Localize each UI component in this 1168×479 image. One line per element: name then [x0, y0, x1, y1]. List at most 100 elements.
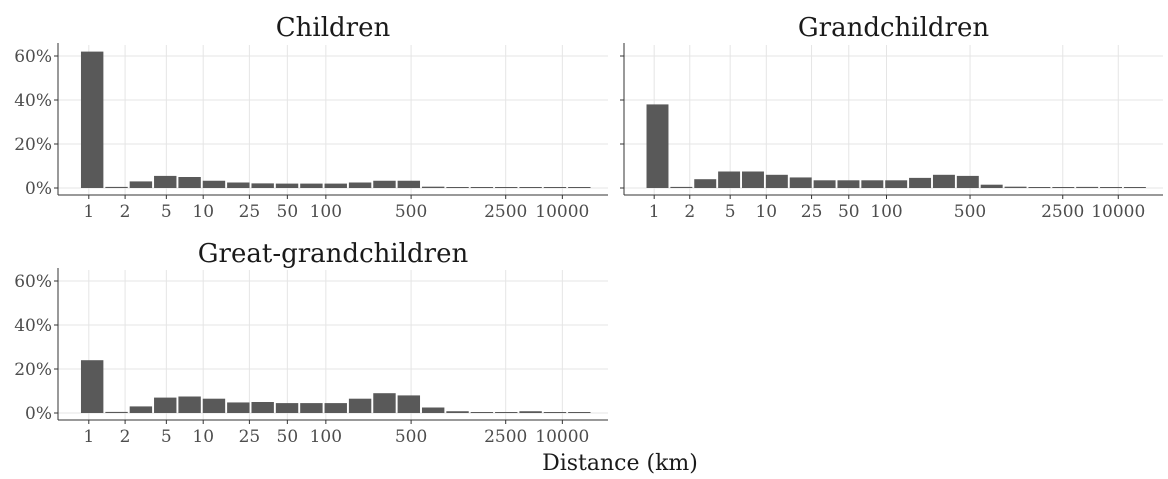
- x-tick-label: 2: [120, 202, 131, 222]
- histogram-bar: [421, 186, 445, 188]
- histogram-bar: [1123, 187, 1146, 188]
- histogram-bar: [519, 411, 542, 413]
- histogram-bar: [80, 360, 104, 413]
- histogram-bar: [105, 186, 128, 188]
- histogram-bar: [956, 175, 979, 188]
- histogram-bar: [178, 396, 201, 413]
- histogram-bar: [932, 174, 955, 188]
- histogram-bar: [568, 187, 591, 188]
- histogram-bar: [446, 187, 469, 188]
- x-tick-label: 2: [684, 202, 695, 222]
- x-tick-label: 50: [838, 202, 860, 222]
- histogram-bar: [251, 402, 274, 413]
- x-tick-label: 5: [161, 202, 172, 222]
- histogram-bar: [765, 174, 788, 188]
- histogram-bar: [813, 180, 836, 188]
- histogram-bar: [495, 187, 518, 188]
- x-tick-label: 10000: [1091, 202, 1145, 222]
- x-tick-label: 25: [239, 427, 261, 447]
- histogram-bar: [470, 412, 494, 413]
- histogram-bar: [129, 181, 153, 188]
- x-tick-label: 50: [277, 202, 299, 222]
- histogram-bar: [324, 403, 347, 413]
- y-tick-label: 60%: [14, 272, 52, 292]
- histogram-bar: [275, 403, 299, 413]
- x-tick-label: 1: [83, 427, 94, 447]
- x-tick-label: 10000: [535, 427, 589, 447]
- histogram-bar: [646, 104, 669, 188]
- histogram-bar: [348, 182, 372, 188]
- histogram-bar: [885, 180, 908, 188]
- histogram-bar: [568, 412, 591, 413]
- histogram-bar: [178, 177, 201, 188]
- histogram-bar: [154, 175, 177, 188]
- histogram-bar: [543, 187, 567, 188]
- x-tick-label: 100: [310, 202, 342, 222]
- histogram-bar: [397, 180, 421, 188]
- histogram-bar: [227, 182, 250, 188]
- y-tick-label: 20%: [14, 360, 52, 380]
- x-tick-label: 50: [277, 427, 299, 447]
- x-tick-label: 5: [161, 427, 172, 447]
- histogram-bar: [861, 180, 884, 188]
- x-tick-label: 500: [395, 427, 427, 447]
- histogram-bar: [373, 393, 396, 413]
- x-tick-label: 10: [192, 427, 214, 447]
- histogram-bar: [543, 412, 567, 413]
- histogram-bar: [1052, 187, 1075, 188]
- x-tick-label: 25: [801, 202, 823, 222]
- x-tick-label: 100: [870, 202, 902, 222]
- panel-title: Great-grandchildren: [198, 239, 469, 269]
- y-tick-label: 40%: [14, 91, 52, 111]
- histogram-bar: [397, 395, 421, 413]
- x-tick-label: 2500: [484, 427, 527, 447]
- histogram-bar: [837, 180, 860, 188]
- x-tick-label: 500: [395, 202, 427, 222]
- x-tick-label: 25: [239, 202, 261, 222]
- histogram-bar: [1004, 186, 1027, 188]
- histogram-bar: [80, 51, 104, 188]
- histogram-bar: [348, 398, 372, 413]
- histogram-bar: [202, 180, 226, 188]
- histogram-bar: [446, 411, 469, 413]
- histogram-bar: [789, 177, 812, 188]
- histogram-bar: [421, 407, 445, 413]
- histogram-bar: [718, 171, 741, 188]
- histogram-bar: [324, 183, 347, 188]
- x-tick-label: 10: [192, 202, 214, 222]
- histogram-bar: [373, 180, 396, 188]
- x-tick-label: 100: [310, 427, 342, 447]
- x-tick-label: 10: [755, 202, 777, 222]
- panel-title: Children: [276, 13, 391, 43]
- histogram-bar: [227, 402, 250, 413]
- y-tick-label: 20%: [14, 135, 52, 155]
- histogram-bar: [519, 187, 542, 188]
- x-tick-label: 5: [725, 202, 736, 222]
- histogram-bar: [300, 183, 323, 188]
- x-tick-label: 1: [83, 202, 94, 222]
- histogram-bar: [300, 403, 323, 413]
- histogram-bar: [1028, 187, 1051, 188]
- y-tick-label: 40%: [14, 316, 52, 336]
- x-tick-label: 2: [120, 427, 131, 447]
- histogram-bar: [129, 406, 153, 413]
- histogram-bar: [909, 177, 932, 188]
- x-tick-label: 2500: [1041, 202, 1084, 222]
- x-tick-label: 1: [649, 202, 660, 222]
- y-tick-label: 0%: [25, 179, 52, 199]
- histogram-bar: [105, 411, 128, 413]
- histogram-bar: [202, 398, 226, 413]
- histogram-bar: [1076, 186, 1099, 188]
- y-tick-label: 60%: [14, 47, 52, 67]
- x-axis-title: Distance (km): [542, 451, 698, 475]
- histogram-bar: [154, 397, 177, 413]
- histogram-bar: [470, 187, 494, 188]
- histogram-bar: [741, 171, 764, 188]
- y-tick-label: 0%: [25, 404, 52, 424]
- histogram-bar: [1100, 187, 1123, 188]
- histogram-bar: [275, 183, 299, 188]
- histogram-bar: [251, 183, 274, 188]
- histogram-bar: [670, 186, 693, 188]
